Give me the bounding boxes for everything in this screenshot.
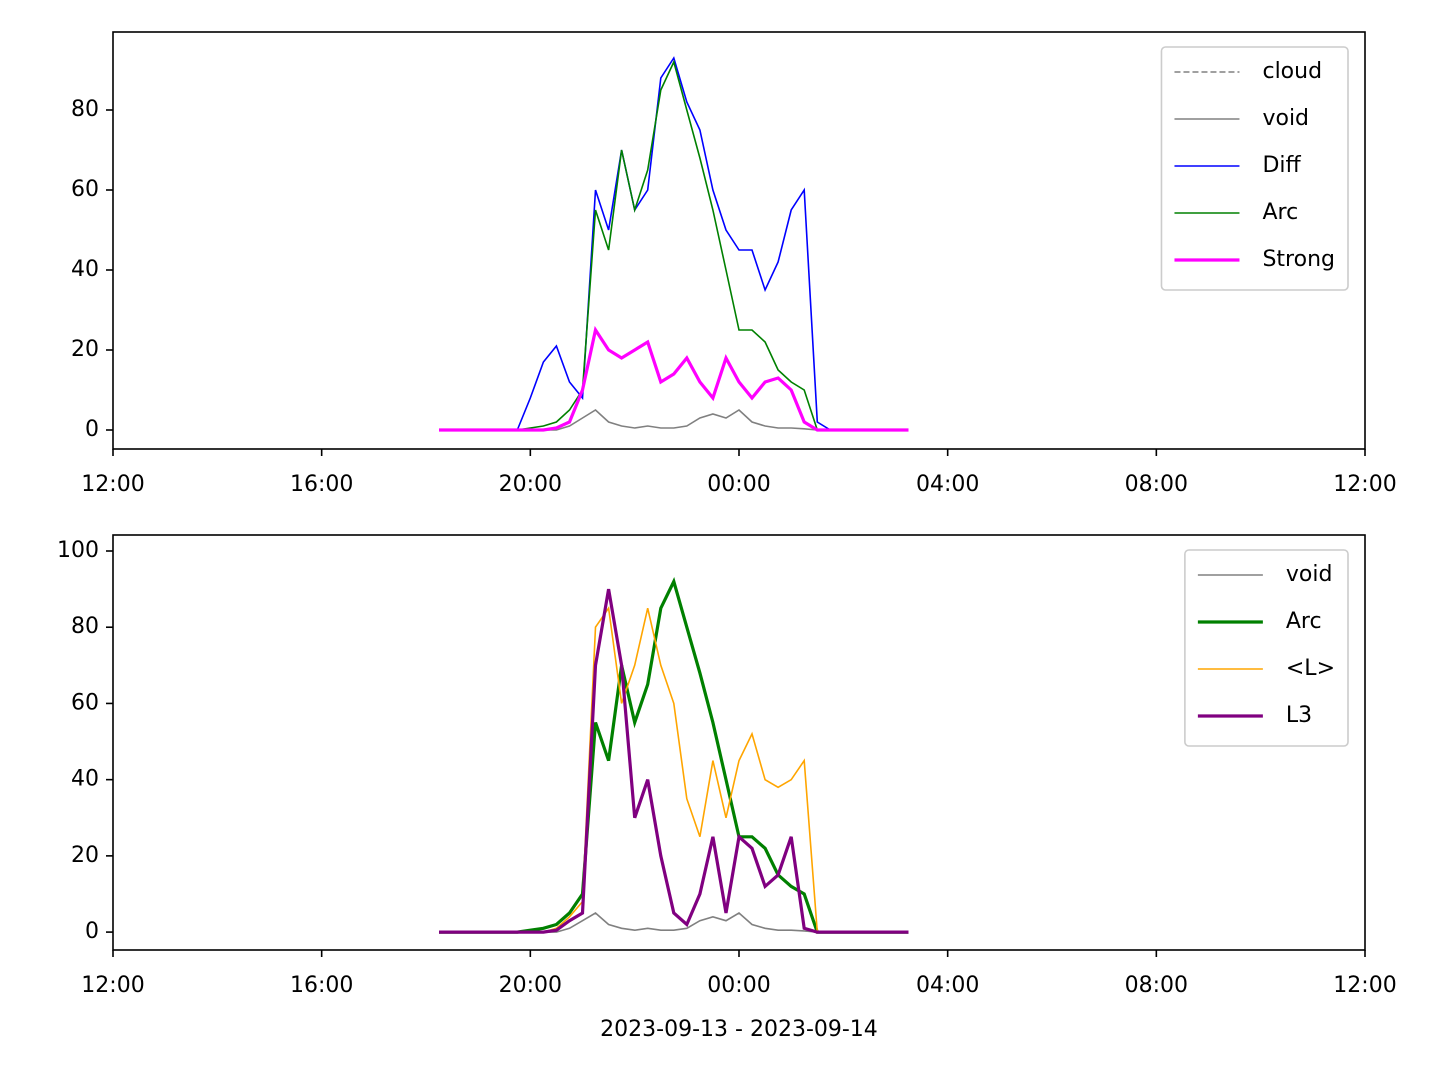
- legend-label: Arc: [1286, 609, 1322, 634]
- legend-label: Diff: [1262, 153, 1301, 178]
- legend-label: cloud: [1262, 59, 1322, 84]
- series-line: [439, 588, 909, 934]
- legend-label: void: [1286, 562, 1333, 587]
- y-tick-label: 60: [71, 690, 99, 715]
- x-tick-label: 20:00: [499, 472, 562, 497]
- x-tick-label: 04:00: [916, 472, 979, 497]
- y-tick-label: 80: [71, 614, 99, 639]
- series-line: [439, 606, 909, 933]
- legend-frame: [1160, 46, 1349, 291]
- y-tick-label: 100: [57, 538, 99, 563]
- y-tick-label: 20: [71, 337, 99, 362]
- legend-label: Arc: [1262, 200, 1298, 225]
- legend: void Arc <L> L3: [1184, 549, 1349, 747]
- x-tick-label: 00:00: [707, 472, 770, 497]
- x-axis-label: 2023-09-13 - 2023-09-14: [600, 1017, 878, 1042]
- y-tick-label: 80: [71, 97, 99, 122]
- axes-frame: [112, 534, 1366, 951]
- legend-label: void: [1262, 106, 1309, 131]
- series-line: [439, 325, 909, 432]
- x-tick-label: 16:00: [290, 973, 353, 998]
- x-tick-label: 12:00: [81, 472, 144, 497]
- x-tick-label: 20:00: [499, 973, 562, 998]
- x-tick-label: 00:00: [707, 973, 770, 998]
- series-line: [439, 409, 909, 431]
- x-tick-label: 04:00: [916, 973, 979, 998]
- x-tick-label: 12:00: [1333, 472, 1396, 497]
- x-tick-label: 12:00: [1333, 973, 1396, 998]
- series-line: [439, 912, 909, 933]
- y-tick-label: 0: [85, 919, 99, 944]
- legend-label: Strong: [1262, 247, 1335, 272]
- x-tick-label: 08:00: [1125, 973, 1188, 998]
- x-tick-label: 12:00: [81, 973, 144, 998]
- series-line: [439, 577, 909, 934]
- y-tick-label: 40: [71, 767, 99, 792]
- y-tick-label: 0: [85, 417, 99, 442]
- y-tick-label: 40: [71, 257, 99, 282]
- y-tick-label: 60: [71, 177, 99, 202]
- legend-label: L3: [1286, 703, 1312, 728]
- y-tick-label: 20: [71, 843, 99, 868]
- legend: cloud void Diff Arc Strong: [1160, 46, 1349, 291]
- legend-label: <L>: [1286, 656, 1335, 681]
- x-tick-label: 16:00: [290, 472, 353, 497]
- legend-frame: [1184, 549, 1349, 747]
- x-tick-label: 08:00: [1125, 472, 1188, 497]
